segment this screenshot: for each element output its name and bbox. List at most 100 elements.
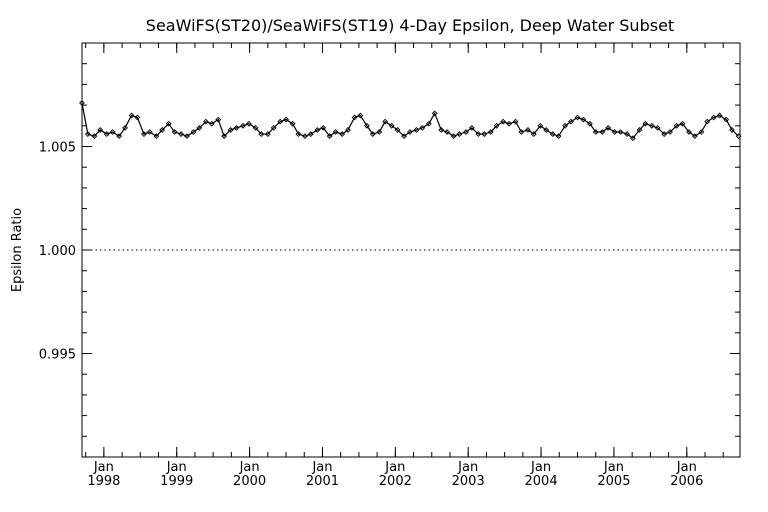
data-point xyxy=(295,131,302,137)
data-point xyxy=(302,133,308,140)
data-point xyxy=(592,129,599,135)
data-point xyxy=(382,118,389,125)
data-point xyxy=(729,127,735,133)
data-point xyxy=(580,116,587,123)
data-point xyxy=(525,127,531,133)
data-point xyxy=(314,127,321,133)
x-tick-month-label: Jan xyxy=(384,460,405,475)
data-point xyxy=(128,112,135,119)
data-point xyxy=(141,131,147,137)
data-point xyxy=(413,127,420,133)
data-point xyxy=(648,122,655,129)
data-point xyxy=(537,122,544,129)
data-point xyxy=(438,127,445,133)
data-point xyxy=(419,124,426,131)
series-line xyxy=(81,102,739,140)
data-point xyxy=(468,124,475,131)
data-point xyxy=(642,120,649,127)
data-point xyxy=(332,129,339,135)
data-point xyxy=(227,127,234,133)
data-point xyxy=(493,122,500,129)
data-point xyxy=(562,122,569,129)
data-point xyxy=(605,124,612,131)
data-point xyxy=(716,112,723,119)
data-point xyxy=(512,118,519,125)
data-point xyxy=(487,129,494,135)
data-point xyxy=(500,118,507,125)
data-point xyxy=(475,131,482,137)
data-point xyxy=(654,124,661,131)
data-point xyxy=(122,124,128,131)
data-point xyxy=(190,129,197,135)
data-point xyxy=(245,120,252,127)
chart-title: SeaWiFS(ST20)/SeaWiFS(ST19) 4-Day Epsilo… xyxy=(146,16,674,35)
data-point xyxy=(530,131,537,137)
data-point xyxy=(307,131,314,137)
x-tick-month-label: Jan xyxy=(311,460,332,475)
data-point xyxy=(735,133,742,140)
data-point xyxy=(283,116,289,123)
x-tick-month-label: Jan xyxy=(166,460,187,475)
data-point xyxy=(617,129,624,135)
data-point xyxy=(79,100,85,106)
data-point xyxy=(351,114,358,121)
x-tick-year-label: 2005 xyxy=(597,474,630,489)
data-point xyxy=(196,124,203,131)
y-axis-ticks: 0.995 1.000 1.005 xyxy=(39,141,740,363)
data-point xyxy=(401,133,407,140)
data-point xyxy=(345,127,351,133)
data-point xyxy=(240,122,246,129)
data-point xyxy=(481,131,488,137)
y-tick-label: 0.995 xyxy=(39,348,76,363)
data-point xyxy=(202,118,209,125)
data-point xyxy=(339,131,346,137)
data-point xyxy=(555,133,562,140)
data-point xyxy=(549,131,556,137)
data-point xyxy=(270,124,277,131)
data-point xyxy=(394,127,401,133)
data-point xyxy=(369,131,376,137)
data-point xyxy=(116,133,123,140)
data-point xyxy=(518,129,525,135)
data-point xyxy=(146,129,153,135)
x-tick-year-label: 2003 xyxy=(452,474,485,489)
x-tick-year-label: 2004 xyxy=(525,474,558,489)
data-point xyxy=(233,124,240,131)
data-point xyxy=(171,129,178,135)
data-point xyxy=(252,124,259,131)
data-point xyxy=(320,124,327,131)
x-tick-month-label: Jan xyxy=(457,460,478,475)
data-point xyxy=(691,133,698,140)
data-point xyxy=(165,120,172,127)
data-point xyxy=(277,118,284,125)
data-point xyxy=(431,110,438,117)
x-tick-month-label: Jan xyxy=(603,460,624,475)
data-point xyxy=(667,129,673,135)
data-point xyxy=(723,116,730,123)
data-point xyxy=(611,129,618,135)
data-point xyxy=(636,127,643,133)
data-point xyxy=(574,114,581,121)
data-point xyxy=(97,127,104,133)
data-point xyxy=(463,129,469,135)
data-point xyxy=(289,120,296,127)
x-tick-month-label: Jan xyxy=(239,460,260,475)
data-point xyxy=(326,133,333,140)
data-point xyxy=(258,131,265,137)
data-point xyxy=(109,129,116,135)
x-tick-year-label: 2006 xyxy=(670,474,703,489)
x-tick-year-label: 2000 xyxy=(233,474,266,489)
data-points xyxy=(79,100,742,142)
data-point xyxy=(710,114,717,121)
data-point xyxy=(661,131,668,137)
data-point xyxy=(364,122,370,129)
data-point xyxy=(91,133,98,140)
data-point xyxy=(357,112,364,119)
x-axis-ticks: Jan1998Jan1999Jan2000Jan2001Jan2002Jan20… xyxy=(87,43,703,489)
x-tick-year-label: 2002 xyxy=(379,474,412,489)
data-point xyxy=(208,120,215,127)
data-point xyxy=(221,133,227,140)
data-point xyxy=(407,129,413,135)
x-tick-month-label: Jan xyxy=(93,460,114,475)
